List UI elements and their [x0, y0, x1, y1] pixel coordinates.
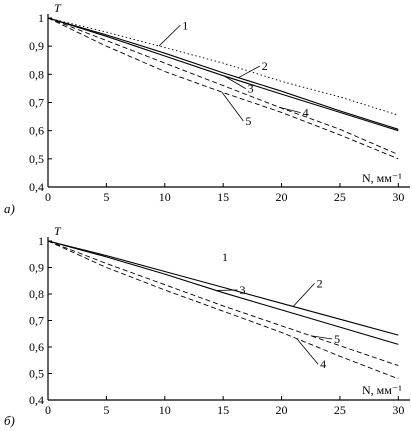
x-tick-label: 0 — [45, 190, 51, 204]
series-line-1 — [47, 17, 399, 116]
panel-label: б) — [4, 413, 15, 428]
y-tick-label: 1 — [38, 11, 44, 25]
series-line-3 — [47, 17, 399, 132]
x-tick-label: 10 — [159, 403, 171, 417]
series-line-5 — [47, 240, 399, 367]
y-tick-label: 1 — [38, 234, 44, 248]
y-tick-label: 0,5 — [29, 152, 44, 166]
leader-line — [224, 75, 246, 89]
curve-label-4: 4 — [320, 357, 326, 371]
x-tick-label: 10 — [159, 190, 171, 204]
x-axis-label: N, мм⁻¹ — [362, 383, 402, 397]
x-tick-label: 30 — [392, 190, 404, 204]
series-line-4 — [47, 17, 399, 156]
x-tick-label: 20 — [276, 190, 288, 204]
x-tick-label: 15 — [217, 403, 229, 417]
leader-line — [310, 335, 333, 340]
x-tick-label: 0 — [45, 403, 51, 417]
curve-label-5: 5 — [334, 332, 340, 346]
y-tick-label: 0,8 — [29, 67, 44, 81]
leader-line — [296, 338, 319, 365]
x-tick-label: 5 — [103, 403, 109, 417]
y-axis-label: T — [54, 1, 62, 15]
panel-label: а) — [4, 201, 15, 216]
y-tick-label: 0,9 — [29, 39, 44, 53]
leader-line — [221, 91, 244, 122]
y-tick-label: 0,4 — [29, 393, 44, 407]
curve-label-4: 4 — [303, 106, 309, 120]
y-tick-label: 0,6 — [29, 340, 44, 354]
x-tick-label: 25 — [334, 190, 346, 204]
x-tick-label: 5 — [103, 190, 109, 204]
x-tick-label: 25 — [334, 403, 346, 417]
curve-label-3: 3 — [240, 283, 246, 297]
leader-line — [279, 106, 301, 113]
y-tick-label: 0,5 — [29, 367, 44, 381]
curve-label-1: 1 — [182, 18, 188, 32]
x-tick-label: 20 — [276, 403, 288, 417]
x-tick-label: 30 — [392, 403, 404, 417]
y-tick-label: 0,7 — [29, 96, 44, 110]
y-tick-label: 0,6 — [29, 124, 44, 138]
leader-line — [238, 65, 260, 79]
series-line-3 — [47, 240, 399, 345]
y-tick-label: 0,7 — [29, 314, 44, 328]
y-tick-label: 0,9 — [29, 261, 44, 275]
series-line-2 — [47, 17, 399, 130]
leader-line — [158, 24, 181, 47]
x-axis-label: N, мм⁻¹ — [362, 171, 402, 185]
curve-label-2: 2 — [262, 59, 268, 73]
series-line-2 — [47, 240, 399, 336]
leader-line — [292, 283, 315, 307]
series-line-4 — [47, 240, 399, 380]
curve-label-5: 5 — [245, 114, 251, 128]
series-line-5 — [47, 17, 399, 160]
curve-label-1: 1 — [222, 250, 228, 264]
x-tick-label: 15 — [217, 190, 229, 204]
y-tick-label: 0,8 — [29, 287, 44, 301]
y-axis-label: T — [54, 224, 62, 238]
curve-label-2: 2 — [317, 276, 323, 290]
y-tick-label: 0,4 — [29, 180, 44, 194]
curve-label-3: 3 — [248, 82, 254, 96]
